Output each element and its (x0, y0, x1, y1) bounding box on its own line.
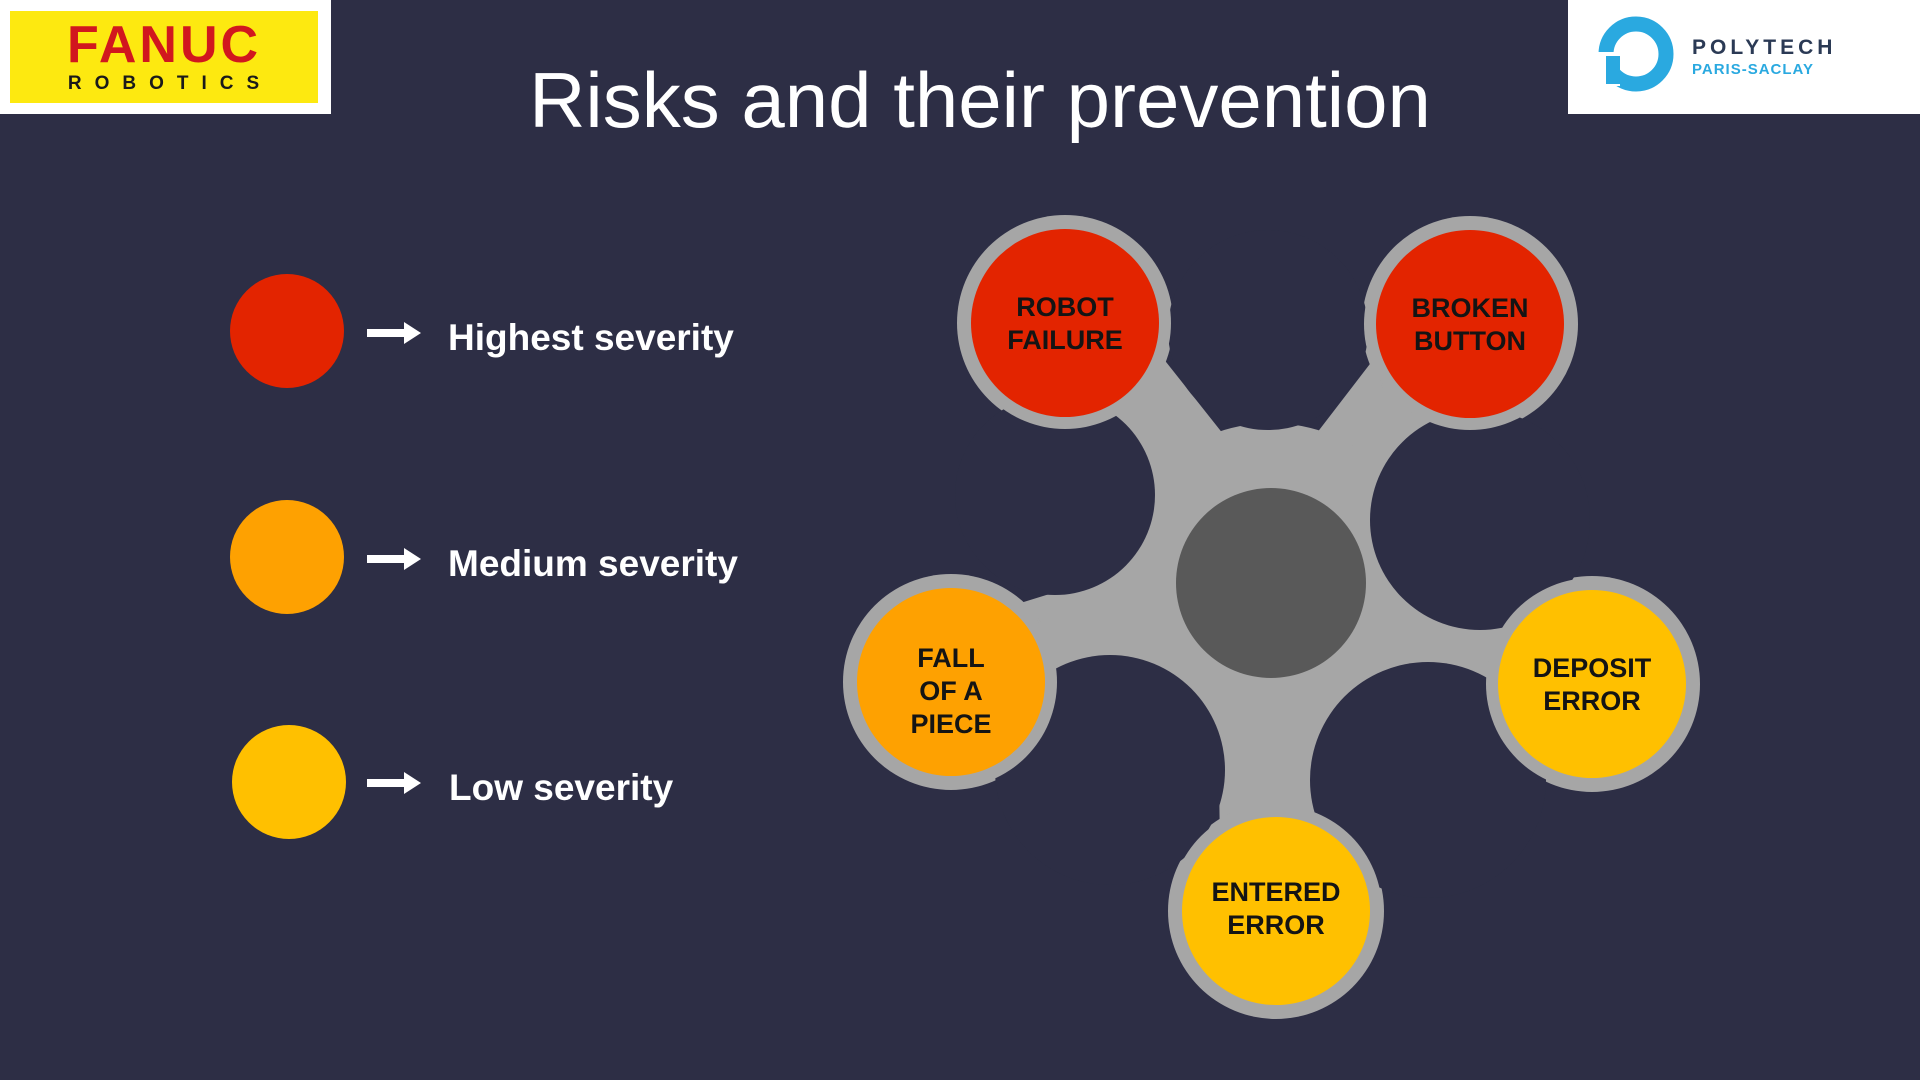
right-arrow-icon (367, 322, 421, 344)
fanuc-logo-subtitle: ROBOTICS (67, 73, 273, 94)
node-line: FAILURE (1007, 325, 1123, 355)
diagram-cutout (1370, 410, 1590, 630)
legend-label-medium: Medium severity (448, 543, 738, 584)
polytech-logo: POLYTECH PARIS-SACLAY (1568, 0, 1920, 114)
diagram-cutout (1310, 662, 1546, 898)
node-deposit-error (1498, 590, 1686, 778)
diagram-cutout (1168, 230, 1368, 430)
fanuc-logo-plate: FANUC ROBOTICS (10, 11, 318, 103)
diagram-cutout (955, 395, 1155, 595)
node-fall-of-a-piece (857, 588, 1045, 776)
node-line: BUTTON (1414, 326, 1526, 356)
node-line: OF A (919, 676, 983, 706)
legend-dot-highest (230, 274, 344, 388)
node-robot-failure (971, 229, 1159, 417)
fanuc-logo-word: FANUC (66, 16, 262, 74)
node-line: PIECE (910, 709, 992, 739)
legend-label-highest: Highest severity (448, 317, 734, 358)
node-line: DEPOSIT (1532, 653, 1652, 683)
legend-dot-low (232, 725, 346, 839)
node-line: ROBOT (1016, 292, 1114, 322)
polytech-mark-icon (1594, 16, 1674, 92)
node-line: ENTERED (1211, 877, 1341, 907)
legend-label-low: Low severity (449, 767, 674, 808)
node-label-fall-of-a-piece: FALL OF A PIECE (866, 642, 1036, 741)
node-line: ERROR (1543, 686, 1641, 716)
diagram-hub (1176, 488, 1366, 678)
node-label-robot-failure: ROBOT FAILURE (980, 291, 1150, 357)
node-label-deposit-error: DEPOSIT ERROR (1507, 652, 1677, 718)
page-title: Risks and their prevention (529, 56, 1431, 144)
node-line: FALL (917, 643, 985, 673)
node-line: ERROR (1227, 910, 1325, 940)
node-label-broken-button: BROKEN BUTTON (1385, 292, 1555, 358)
right-arrow-icon (367, 548, 421, 570)
legend-dot-medium (230, 500, 344, 614)
node-entered-error (1182, 817, 1370, 1005)
polytech-logo-word: POLYTECH (1692, 36, 1837, 59)
node-broken-button (1376, 230, 1564, 418)
polytech-logo-subtitle: PARIS-SACLAY (1692, 61, 1815, 78)
fanuc-logo: FANUC ROBOTICS (0, 0, 331, 114)
right-arrow-icon (367, 772, 421, 794)
node-label-entered-error: ENTERED ERROR (1191, 876, 1361, 942)
node-line: BROKEN (1411, 293, 1529, 323)
